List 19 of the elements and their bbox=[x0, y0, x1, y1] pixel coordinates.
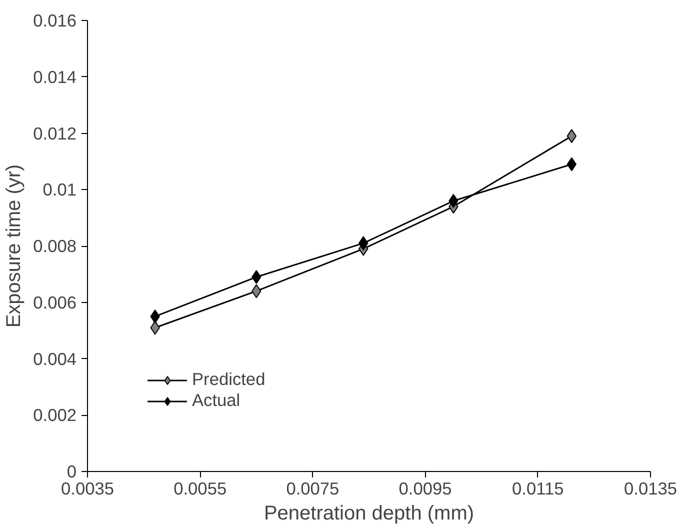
legend-label: Actual bbox=[192, 390, 240, 411]
x-tick-label: 0.0055 bbox=[174, 478, 227, 498]
y-tick-label: 0.012 bbox=[33, 123, 77, 144]
x-tick-label: 0.0095 bbox=[398, 478, 452, 498]
y-axis-title: Exposure time (yr) bbox=[3, 164, 26, 328]
y-tick-label: 0.01 bbox=[42, 180, 77, 200]
y-tick-label: 0.014 bbox=[33, 66, 77, 87]
y-tick-label: 0.016 bbox=[33, 10, 77, 30]
y-tick-label: 0 bbox=[66, 462, 77, 482]
y-tick-label: 0.006 bbox=[33, 292, 77, 312]
y-tick-label: 0.002 bbox=[33, 405, 77, 426]
x-axis-title: Penetration depth (mm) bbox=[264, 502, 474, 524]
legend-label: Predicted bbox=[192, 369, 266, 390]
x-tick-label: 0.0075 bbox=[286, 478, 340, 498]
y-tick-label: 0.008 bbox=[33, 236, 77, 256]
x-tick-label: 0.0035 bbox=[61, 478, 114, 498]
x-tick-label: 0.0135 bbox=[624, 478, 677, 498]
x-tick-label: 0.0115 bbox=[512, 478, 564, 498]
y-tick-label: 0.004 bbox=[33, 348, 77, 369]
